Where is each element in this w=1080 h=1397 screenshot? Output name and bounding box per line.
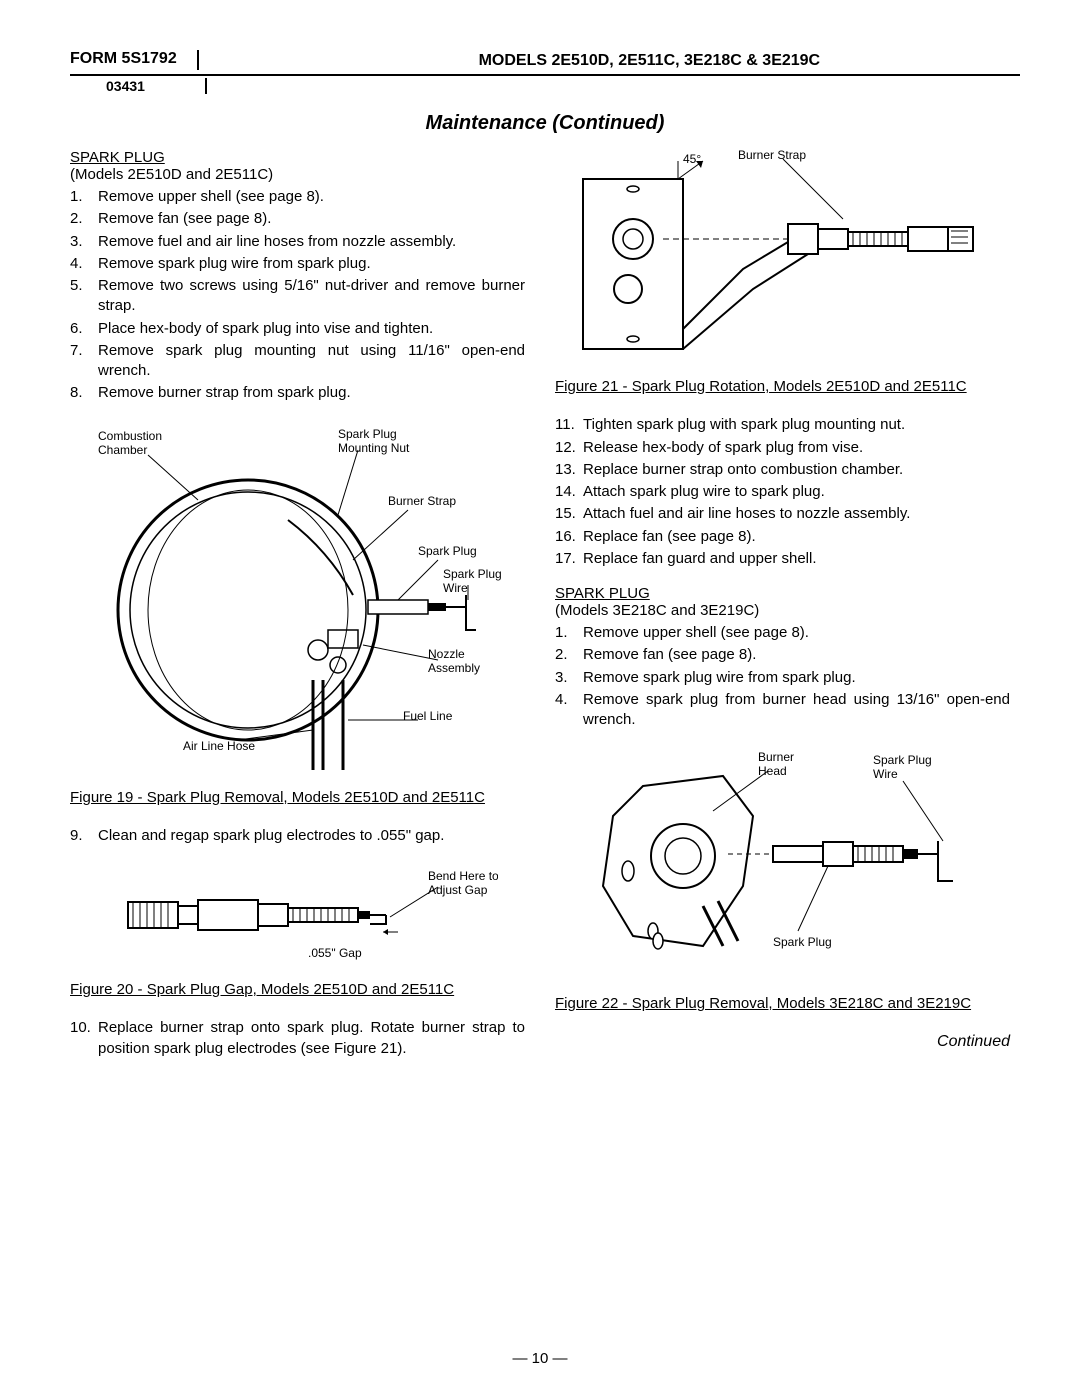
svg-text:Assembly: Assembly <box>428 661 480 675</box>
left-column: SPARK PLUG (Models 2E510D and 2E511C) 1.… <box>70 149 525 1075</box>
figure-20: Bend Here to Adjust Gap .055" Gap <box>70 862 525 972</box>
step: Remove spark plug wire from spark plug. <box>98 254 525 274</box>
svg-text:Mounting Nut: Mounting Nut <box>338 441 410 455</box>
svg-text:Head: Head <box>758 764 787 778</box>
step: Remove spark plug wire from spark plug. <box>583 668 1010 688</box>
svg-text:Adjust Gap: Adjust Gap <box>428 883 488 897</box>
label-gap: .055" Gap <box>308 946 362 960</box>
label-spark-plug: Spark Plug <box>418 544 477 558</box>
step: Remove spark plug mounting nut using 11/… <box>98 341 525 382</box>
steps-list-2: 11.Tighten spark plug with spark plug mo… <box>555 415 1010 569</box>
figure-20-caption: Figure 20 - Spark Plug Gap, Models 2E510… <box>70 980 525 1000</box>
label-nozzle: Nozzle <box>428 647 465 661</box>
figure-22: Burner Head Spark Plug Wire Spark Plug <box>555 746 1010 986</box>
svg-text:Wire: Wire <box>443 581 468 595</box>
step: Remove upper shell (see page 8). <box>98 187 525 207</box>
label-fuel-line: Fuel Line <box>403 709 453 723</box>
page-header: FORM 5S1792 MODELS 2E510D, 2E511C, 3E218… <box>70 50 1020 76</box>
spark-plug-heading-1: SPARK PLUG <box>70 149 525 166</box>
label-mounting-nut: Spark Plug <box>338 427 397 441</box>
models-note-2: (Models 3E218C and 3E219C) <box>555 602 1010 619</box>
label-wire: Spark Plug <box>443 567 502 581</box>
continued-note: Continued <box>555 1033 1010 1051</box>
step: Replace burner strap onto combustion cha… <box>583 460 1010 480</box>
step: Tighten spark plug with spark plug mount… <box>583 415 1010 435</box>
step: Remove fuel and air line hoses from nozz… <box>98 232 525 252</box>
figure-19-caption: Figure 19 - Spark Plug Removal, Models 2… <box>70 788 525 808</box>
models-line: MODELS 2E510D, 2E511C, 3E218C & 3E219C <box>399 52 821 70</box>
label-air-line: Air Line Hose <box>183 739 255 753</box>
page-number: — 10 — <box>0 1350 1080 1367</box>
label-burner-strap-21: Burner Strap <box>738 149 806 162</box>
step: Clean and regap spark plug electrodes to… <box>98 826 525 846</box>
step: Place hex-body of spark plug into vise a… <box>98 319 525 339</box>
step: Remove fan (see page 8). <box>583 645 1010 665</box>
label-combustion-chamber: Combustion <box>98 429 162 443</box>
step: Replace fan (see page 8). <box>583 527 1010 547</box>
step: Remove burner strap from spark plug. <box>98 383 525 403</box>
label-angle: 45° <box>683 152 701 166</box>
steps-list-1: 1.Remove upper shell (see page 8). 2.Rem… <box>70 187 525 404</box>
step: Attach fuel and air line hoses to nozzle… <box>583 504 1010 524</box>
svg-text:Wire: Wire <box>873 767 898 781</box>
step-10: 10.Replace burner strap onto spark plug.… <box>70 1018 525 1059</box>
figure-21: 45° Burner Strap <box>555 149 1010 369</box>
spark-plug-heading-2: SPARK PLUG <box>555 585 1010 602</box>
steps-list-3: 1.Remove upper shell (see page 8). 2.Rem… <box>555 623 1010 730</box>
label-spark-plug-22: Spark Plug <box>773 935 832 949</box>
step: Replace burner strap onto spark plug. Ro… <box>98 1018 525 1059</box>
figure-19: Combustion Chamber Spark Plug Mounting N… <box>70 420 525 780</box>
step: Replace fan guard and upper shell. <box>583 549 1010 569</box>
page-title: Maintenance (Continued) <box>70 112 1020 135</box>
right-column: 45° Burner Strap Figure 21 - Spark Plug … <box>555 149 1010 1075</box>
figure-21-caption: Figure 21 - Spark Plug Rotation, Models … <box>555 377 1010 397</box>
step: Release hex-body of spark plug from vise… <box>583 438 1010 458</box>
content-columns: SPARK PLUG (Models 2E510D and 2E511C) 1.… <box>70 149 1020 1075</box>
svg-text:Chamber: Chamber <box>98 443 147 457</box>
step-9: 9.Clean and regap spark plug electrodes … <box>70 826 525 846</box>
label-burner-head: Burner <box>758 750 794 764</box>
step: Remove upper shell (see page 8). <box>583 623 1010 643</box>
label-bend: Bend Here to <box>428 869 498 883</box>
form-number: FORM 5S1792 <box>70 50 199 70</box>
figure-22-caption: Figure 22 - Spark Plug Removal, Models 3… <box>555 994 1010 1014</box>
form-subcode: 03431 <box>106 78 207 94</box>
models-note-1: (Models 2E510D and 2E511C) <box>70 166 525 183</box>
step: Attach spark plug wire to spark plug. <box>583 482 1010 502</box>
step: Remove fan (see page 8). <box>98 209 525 229</box>
label-burner-strap: Burner Strap <box>388 494 456 508</box>
label-wire-22: Spark Plug <box>873 753 932 767</box>
step: Remove spark plug from burner head using… <box>583 690 1010 731</box>
step: Remove two screws using 5/16" nut-driver… <box>98 276 525 317</box>
